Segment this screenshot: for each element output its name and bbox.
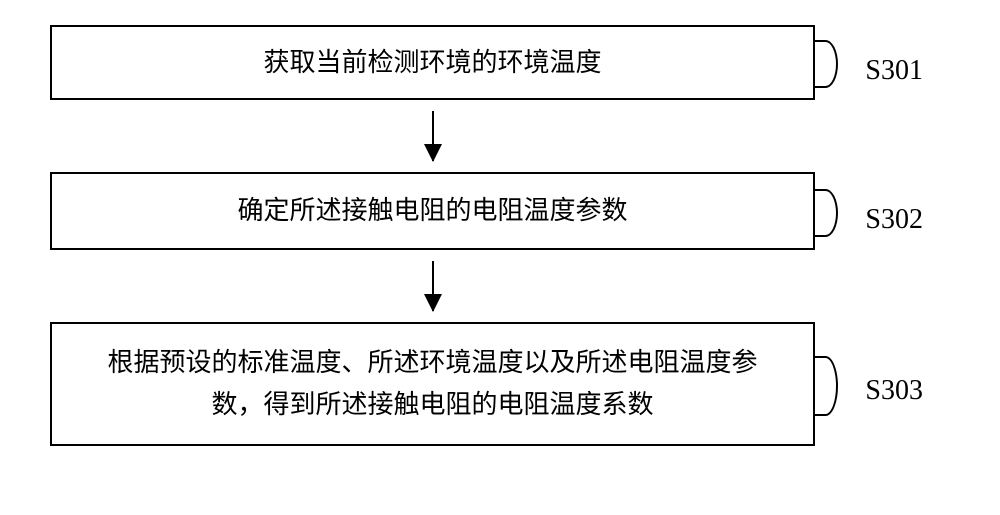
connector-curve-1 <box>813 40 838 88</box>
arrow-head-1 <box>424 144 442 162</box>
step-text-1: 获取当前检测环境的环境温度 <box>263 42 601 84</box>
arrow-head-2 <box>424 294 442 312</box>
step-text-3: 根据预设的标准温度、所述环境温度以及所述电阻温度参数，得到所述接触电阻的电阻温度… <box>82 342 783 425</box>
arrow-line-2 <box>432 261 434 311</box>
step-label-2: S302 <box>865 198 923 243</box>
connector-curve-2 <box>813 189 838 237</box>
arrow-2 <box>50 250 815 322</box>
arrow-1 <box>50 100 815 172</box>
connector-curve-3 <box>813 356 838 416</box>
step-box-3: S303 根据预设的标准温度、所述环境温度以及所述电阻温度参数，得到所述接触电阻… <box>50 322 815 446</box>
arrow-line-1 <box>432 111 434 161</box>
step-box-1: S301 获取当前检测环境的环境温度 <box>50 25 815 100</box>
flowchart-container: S301 获取当前检测环境的环境温度 S302 确定所述接触电阻的电阻温度参数 … <box>50 25 950 446</box>
step-label-1: S301 <box>865 49 923 94</box>
step-box-2: S302 确定所述接触电阻的电阻温度参数 <box>50 172 815 250</box>
step-label-3: S303 <box>865 369 923 414</box>
step-text-2: 确定所述接触电阻的电阻温度参数 <box>237 190 627 232</box>
